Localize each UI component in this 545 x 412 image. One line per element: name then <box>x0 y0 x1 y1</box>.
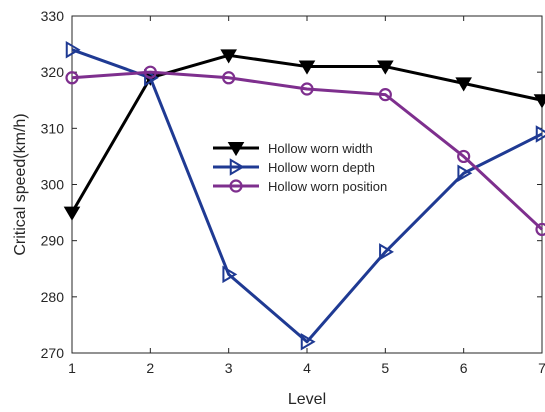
data-point <box>535 125 545 143</box>
x-tick-label: 3 <box>225 360 233 376</box>
data-point <box>535 222 545 237</box>
legend-marker <box>229 158 245 176</box>
data-point <box>455 77 472 92</box>
y-tick-label: 280 <box>41 289 65 305</box>
data-point <box>300 333 316 351</box>
legend-marker <box>229 179 243 193</box>
plot-area: 1 2 3 4 5 6 7 270 280 290 300 310 320 330 Hollow worn … <box>41 8 545 376</box>
data-point <box>378 88 392 102</box>
data-point <box>63 206 81 221</box>
y-axis-label: Critical speed(km/h) <box>12 113 29 255</box>
legend: Hollow worn width Hollow worn depth Hollow… <box>213 141 387 194</box>
data-point <box>222 71 236 85</box>
legend-marker <box>227 142 245 157</box>
data-point <box>379 243 394 261</box>
x-tick-label: 5 <box>381 360 389 376</box>
x-axis-label: Level <box>288 391 326 408</box>
y-tick-label: 270 <box>41 345 65 361</box>
data-point <box>220 49 237 64</box>
data-point <box>143 65 157 79</box>
y-tick-label: 290 <box>41 233 65 249</box>
x-tick-label: 1 <box>68 360 76 376</box>
data-point <box>144 69 159 87</box>
data-point <box>65 40 81 59</box>
data-point <box>457 149 471 164</box>
data-point <box>300 82 314 96</box>
legend-entry-2: Hollow worn depth <box>268 160 375 175</box>
series-3 <box>65 65 545 237</box>
data-point <box>457 164 473 183</box>
data-point <box>533 94 545 109</box>
y-tick-label: 300 <box>41 177 65 193</box>
data-point <box>377 60 394 75</box>
data-point <box>65 71 79 85</box>
x-tick-label: 2 <box>146 360 154 376</box>
legend-entry-3: Hollow worn position <box>268 179 387 194</box>
data-point <box>298 60 316 75</box>
y-tick-label: 320 <box>41 64 65 80</box>
y-tick-label: 330 <box>41 8 65 24</box>
x-tick-label: 6 <box>460 360 468 376</box>
data-point <box>222 265 238 284</box>
series-line <box>71 70 544 231</box>
legend-entry-1: Hollow worn width <box>268 141 373 156</box>
x-tick-label: 7 <box>538 360 545 376</box>
y-tick-label: 310 <box>41 120 65 136</box>
x-tick-label: 4 <box>303 360 311 376</box>
